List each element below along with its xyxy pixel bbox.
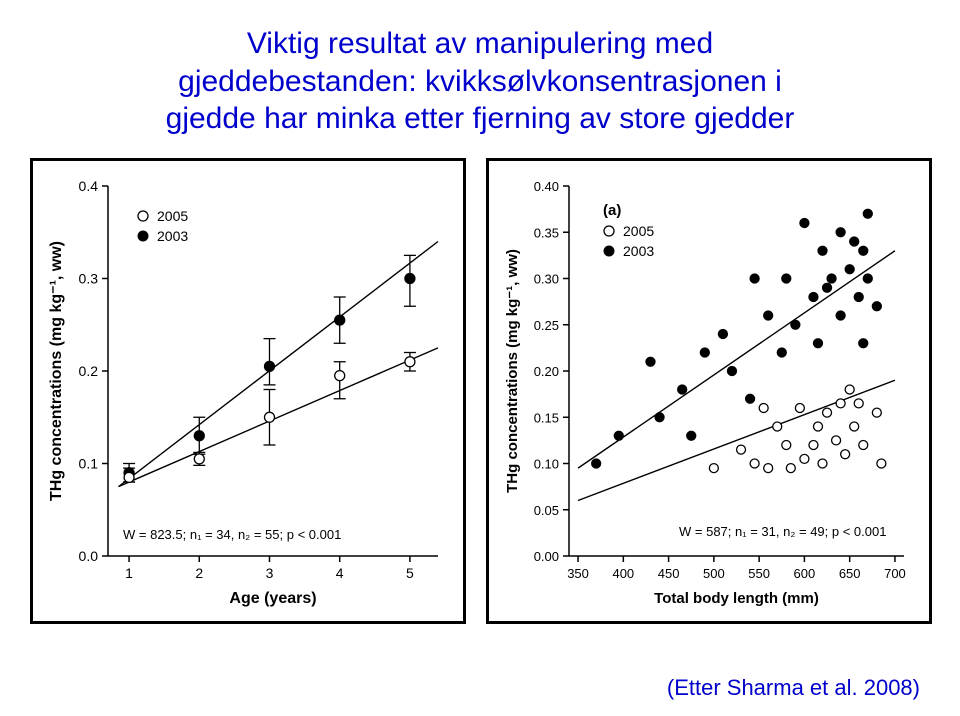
svg-text:2005: 2005	[157, 208, 188, 224]
svg-text:500: 500	[703, 566, 725, 581]
svg-text:350: 350	[567, 566, 589, 581]
svg-text:0.1: 0.1	[79, 455, 99, 471]
title-line-1: Viktig resultat av manipulering med	[247, 27, 713, 60]
svg-text:2003: 2003	[623, 243, 654, 259]
svg-text:650: 650	[839, 566, 861, 581]
svg-text:2005: 2005	[623, 223, 654, 239]
svg-text:0.15: 0.15	[534, 410, 559, 425]
svg-text:0.30: 0.30	[534, 271, 559, 286]
svg-text:2: 2	[195, 565, 203, 581]
svg-text:(a): (a)	[603, 202, 621, 219]
svg-text:1: 1	[125, 565, 133, 581]
svg-text:5: 5	[406, 565, 414, 581]
svg-text:2003: 2003	[157, 228, 188, 244]
svg-text:0.20: 0.20	[534, 364, 559, 379]
svg-text:THg concentrations (mg kg⁻¹, w: THg concentrations (mg kg⁻¹, ww)	[48, 240, 65, 500]
chart-right-box: 0.00 0.05 0.10 0.15 0.20 0.25 0.30 0.35 0.40 350 4…	[486, 158, 932, 624]
svg-text:0.40: 0.40	[534, 179, 559, 194]
svg-text:700: 700	[884, 566, 906, 581]
svg-text:3: 3	[266, 565, 274, 581]
title-line-3: gjedde har minka etter fjerning av store…	[166, 102, 795, 135]
svg-text:0.10: 0.10	[534, 456, 559, 471]
chart-left: 0.0 0.1 0.2 0.3 0.4 1 2 3 4 5 Age (years) THg conce…	[43, 171, 453, 611]
svg-text:0.25: 0.25	[534, 317, 559, 332]
svg-text:0.0: 0.0	[79, 548, 99, 564]
svg-text:0.4: 0.4	[79, 178, 99, 194]
slide: Viktig resultat av manipulering med gjed…	[0, 0, 960, 716]
svg-text:W = 823.5; n₁ = 34, n₂ = 55; p: W = 823.5; n₁ = 34, n₂ = 55; p < 0.001	[123, 527, 341, 542]
svg-text:0.3: 0.3	[79, 270, 99, 286]
svg-text:450: 450	[658, 566, 680, 581]
slide-title: Viktig resultat av manipulering med gjed…	[30, 25, 930, 138]
citation: (Etter Sharma et al. 2008)	[667, 675, 920, 701]
title-line-2: gjeddebestanden: kvikksølvkonsentrasjone…	[178, 65, 782, 98]
svg-text:W = 587; n₁ = 31, n₂ = 49; p <: W = 587; n₁ = 31, n₂ = 49; p < 0.001	[679, 524, 886, 539]
svg-text:550: 550	[748, 566, 770, 581]
svg-text:400: 400	[612, 566, 634, 581]
svg-text:0.05: 0.05	[534, 502, 559, 517]
svg-text:600: 600	[794, 566, 816, 581]
chart-right: 0.00 0.05 0.10 0.15 0.20 0.25 0.30 0.35 0.40 350 4…	[499, 171, 919, 611]
svg-text:THg concentrations (mg kg⁻¹, w: THg concentrations (mg kg⁻¹, ww)	[504, 249, 521, 493]
svg-text:0.35: 0.35	[534, 225, 559, 240]
svg-text:0.2: 0.2	[79, 363, 99, 379]
charts-row: 0.0 0.1 0.2 0.3 0.4 1 2 3 4 5 Age (years) THg conce…	[30, 158, 930, 624]
chart-left-box: 0.0 0.1 0.2 0.3 0.4 1 2 3 4 5 Age (years) THg conce…	[30, 158, 466, 624]
svg-text:4: 4	[336, 565, 344, 581]
svg-text:0.00: 0.00	[534, 549, 559, 564]
svg-text:Age (years): Age (years)	[229, 590, 316, 607]
svg-text:Total body length (mm): Total body length (mm)	[654, 590, 819, 607]
